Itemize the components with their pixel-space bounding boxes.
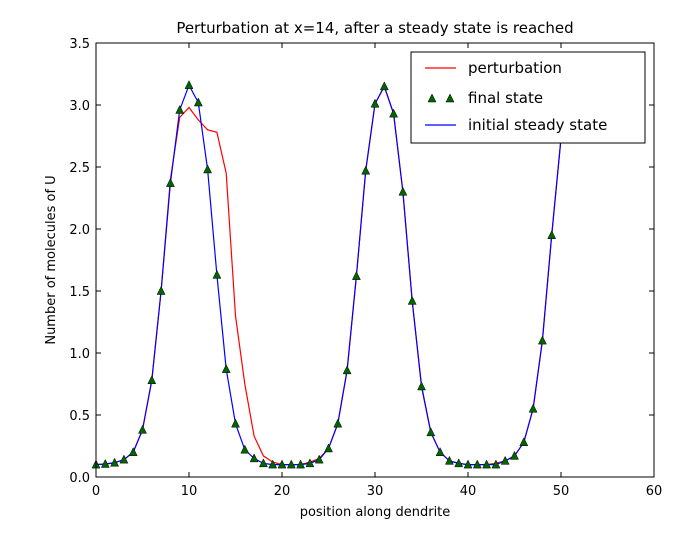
data-point-final-state: [547, 230, 557, 239]
data-point-final-state: [147, 375, 157, 385]
x-tick-label: 10: [181, 484, 198, 499]
y-tick-label: 1.0: [69, 347, 90, 362]
x-axis-label: position along dendrite: [300, 505, 451, 520]
data-point-final-state: [231, 418, 240, 428]
legend-label-perturbation: perturbation: [468, 59, 562, 77]
y-tick-label: 3.0: [69, 99, 90, 114]
data-point-final-state: [528, 403, 538, 413]
x-axis: 0 10 20 30 40 50 60: [92, 43, 662, 499]
x-tick-label: 50: [553, 484, 570, 499]
data-point-final-state: [444, 455, 454, 465]
data-point-final-state: [342, 365, 352, 375]
data-point-final-state: [482, 459, 492, 469]
data-point-final-state: [463, 459, 473, 469]
data-point-final-state: [417, 381, 426, 391]
data-point-final-state: [379, 81, 389, 91]
data-point-final-state: [165, 178, 175, 187]
x-tick-label: 30: [367, 484, 384, 499]
data-point-final-state: [286, 459, 296, 469]
data-point-final-state: [389, 108, 399, 118]
data-point-final-state: [314, 454, 324, 464]
x-tick-label: 40: [460, 484, 477, 499]
legend-label-initial-steady-state: initial steady state: [468, 116, 607, 134]
y-tick-label: 2.5: [69, 161, 90, 176]
data-point-final-state: [240, 444, 250, 454]
legend-marker-final-state: [427, 93, 437, 103]
data-point-final-state: [324, 443, 333, 453]
y-tick-label: 1.5: [69, 285, 90, 300]
data-point-final-state: [268, 459, 278, 469]
data-point-final-state: [454, 458, 464, 468]
data-point-final-state: [138, 424, 147, 434]
data-point-final-state: [510, 450, 519, 460]
data-point-final-state: [277, 459, 287, 469]
data-point-final-state: [249, 453, 259, 463]
data-point-final-state: [519, 437, 529, 447]
data-point-final-state: [175, 104, 185, 114]
data-point-final-state: [184, 80, 194, 89]
x-tick-label: 20: [274, 484, 291, 499]
y-tick-label: 2.0: [69, 223, 90, 238]
data-point-final-state: [398, 186, 408, 196]
data-point-final-state: [258, 458, 268, 468]
y-tick-label: 3.5: [69, 37, 90, 52]
data-point-final-state: [426, 427, 436, 437]
data-point-final-state: [128, 447, 138, 456]
data-point-final-state: [370, 98, 380, 108]
legend-label-final-state: final state: [468, 89, 543, 107]
data-point-final-state: [296, 459, 306, 469]
data-point-final-state: [119, 454, 129, 464]
chart-title: Perturbation at x=14, after a steady sta…: [176, 19, 573, 37]
x-tick-label: 0: [92, 484, 100, 499]
data-point-final-state: [500, 455, 510, 465]
data-point-final-state: [221, 364, 231, 373]
data-point-final-state: [193, 97, 203, 107]
data-point-final-state: [305, 458, 315, 468]
data-point-final-state: [472, 459, 482, 469]
x-tick-label: 60: [646, 484, 663, 499]
legend-marker-final-state: [445, 93, 455, 103]
data-point-final-state: [110, 457, 120, 467]
data-point-final-state: [491, 459, 501, 469]
legend: perturbation final state initial steady …: [410, 51, 646, 144]
data-point-final-state: [212, 269, 222, 279]
y-tick-label: 0.0: [69, 471, 90, 486]
y-axis: 0.0 0.5 1.0 1.5 2.0 2.5 3.0 3.5: [69, 37, 654, 486]
data-point-final-state: [156, 285, 166, 295]
data-point-final-state: [435, 447, 445, 456]
y-tick-label: 0.5: [69, 409, 90, 424]
data-point-final-state: [537, 335, 547, 345]
data-point-final-state: [351, 271, 361, 280]
data-point-final-state: [203, 164, 213, 174]
data-point-final-state: [333, 418, 343, 428]
plot-area: [91, 80, 566, 469]
data-point-final-state: [407, 295, 417, 305]
y-axis-label: Number of molecules of U: [44, 175, 59, 344]
data-point-final-state: [100, 458, 110, 468]
data-point-final-state: [361, 165, 371, 175]
